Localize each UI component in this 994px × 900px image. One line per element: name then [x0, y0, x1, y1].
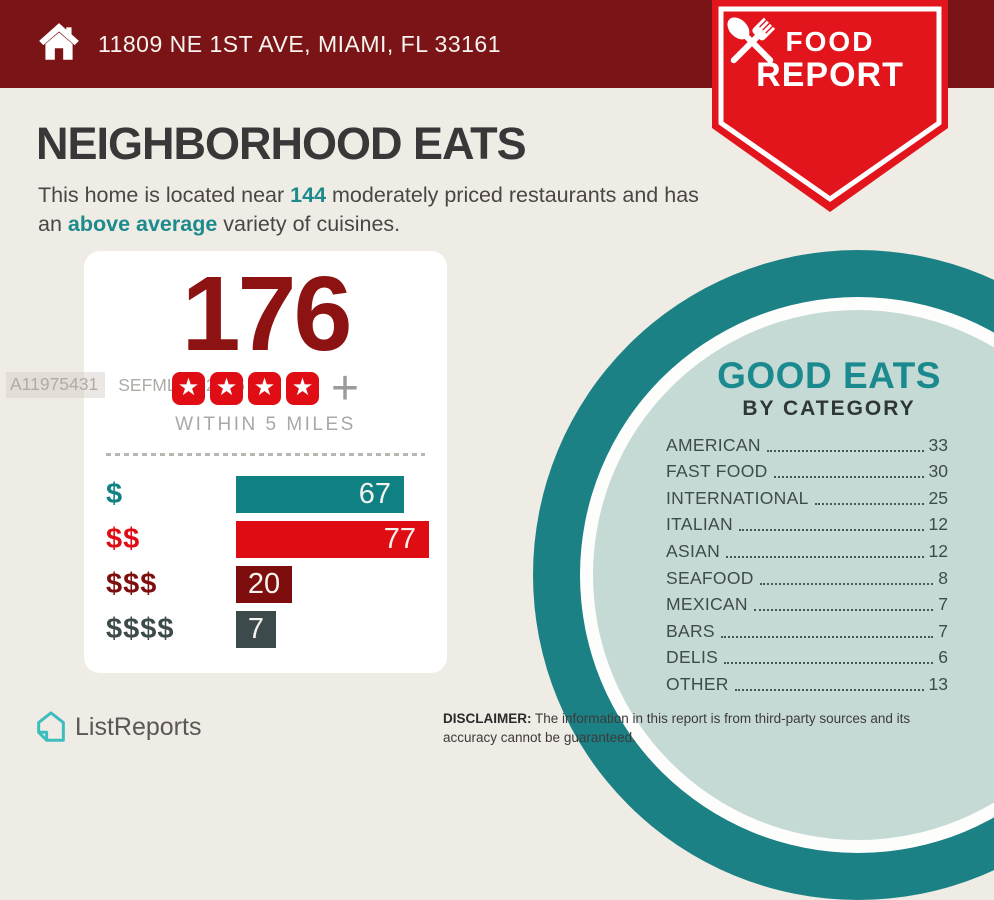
price-bar-value: 67 [358, 478, 391, 510]
dotted-leader [738, 529, 924, 532]
price-bar-value: 77 [383, 523, 416, 555]
disclaimer-text: The information in this report is from t… [443, 711, 911, 746]
star-icon: ★ [285, 372, 319, 405]
category-count: 8 [938, 567, 948, 588]
category-label: FAST FOOD [666, 461, 768, 482]
category-row: SEAFOOD 8 [666, 562, 948, 589]
category-count: 30 [928, 461, 948, 482]
total-restaurants-count: 176 [181, 255, 353, 373]
dotted-leader [734, 688, 924, 691]
price-bar-row: $$ 77 [106, 517, 435, 562]
star-icon: ★ [209, 372, 243, 405]
utensils-icon [727, 17, 776, 64]
category-count: 6 [938, 647, 948, 668]
dotted-leader [720, 635, 934, 638]
category-count: 7 [938, 620, 948, 641]
price-bar-row: $$$ 20 [106, 562, 435, 607]
restaurant-summary-card: 176 ★ ★ ★ ★ + WITHIN 5 MILES $67 $$ 77 $$$ 20 $$$… [84, 251, 447, 673]
brand-name: ListReports [75, 712, 202, 741]
category-label: OTHER [666, 673, 729, 694]
disclaimer: DISCLAIMER: The information in this repo… [443, 709, 957, 747]
category-label: SEAFOOD [666, 567, 754, 588]
category-count: 7 [938, 594, 948, 615]
plus-icon: + [330, 361, 360, 415]
star-icon: ★ [171, 372, 205, 405]
mls-id: A11975431 [6, 372, 106, 398]
home-icon [39, 23, 79, 60]
radius-caption: WITHIN 5 MILES [175, 414, 356, 435]
price-bar-value: 7 [247, 613, 265, 645]
listreports-logo: ListReports [36, 710, 201, 744]
dotted-leader [814, 502, 924, 505]
price-bar: 20 [236, 566, 292, 603]
property-address: 11809 NE 1ST AVE, MIAMI, FL 33161 [98, 31, 502, 57]
price-bar: 67 [236, 476, 404, 513]
price-tier-label: $$ [106, 523, 141, 555]
category-row: MEXICAN 7 [666, 589, 948, 616]
category-count: 33 [928, 434, 948, 455]
price-bars: $67 $$ 77 $$$ 20 $$$$ 7 [106, 472, 435, 652]
dotted-leader [773, 476, 924, 479]
subtitle-text: This home is located near [38, 183, 291, 207]
category-row: DELIS 6 [666, 642, 948, 669]
category-label: AMERICAN [666, 434, 761, 455]
price-bar-value: 20 [247, 568, 281, 600]
page-title: NEIGHBORHOOD EATS [36, 118, 527, 169]
category-label: ASIAN [666, 540, 721, 561]
category-count: 12 [928, 514, 948, 535]
category-row: BARS 7 [666, 615, 948, 642]
category-count: 13 [928, 673, 948, 694]
dotted-leader [724, 662, 934, 665]
badge-title-line1: FOOD [785, 26, 875, 57]
dashed-divider [106, 453, 425, 456]
dotted-leader [726, 555, 924, 558]
category-row: ASIAN 12 [666, 535, 948, 562]
listreports-logo-icon [37, 711, 65, 742]
category-row: AMERICAN 33 [666, 429, 948, 456]
category-label: DELIS [666, 647, 719, 668]
price-tier-label: $$$ [106, 568, 158, 600]
category-label: MEXICAN [666, 594, 748, 615]
good-eats-subtitle: BY CATEGORY [742, 397, 916, 420]
category-label: INTERNATIONAL [666, 487, 809, 508]
category-label: ITALIAN [666, 514, 733, 535]
price-bar: 7 [236, 611, 276, 648]
dotted-leader [766, 449, 924, 452]
page-subtitle: This home is located near 144 moderately… [38, 183, 699, 237]
category-label: BARS [666, 620, 715, 641]
category-row: ITALIAN 12 [666, 509, 948, 536]
star-icon: ★ [247, 372, 281, 405]
restaurant-count: 144 [290, 183, 327, 207]
dotted-leader [759, 582, 934, 585]
price-bar-row: $67 [106, 472, 435, 517]
category-row: FAST FOOD 30 [666, 456, 948, 483]
disclaimer-label: DISCLAIMER: [443, 711, 532, 726]
good-eats-circle-fill [593, 310, 994, 840]
rating-stars: ★ ★ ★ ★ + [84, 361, 447, 415]
price-bar-row: $$$$ 7 [106, 607, 435, 652]
price-tier-label: $$$$ [106, 613, 175, 645]
badge-title-line2: REPORT [756, 56, 904, 94]
price-tier-label: $ [106, 478, 124, 510]
price-bar: 77 [236, 521, 429, 558]
food-report-badge: FOOD REPORT [712, 0, 948, 212]
good-eats-title: GOOD EATS [717, 355, 941, 396]
variety-rating: above average [67, 212, 218, 237]
category-row: OTHER 13 [666, 668, 948, 695]
category-count: 12 [928, 540, 948, 561]
category-count: 25 [928, 487, 948, 508]
category-row: INTERNATIONAL 25 [666, 482, 948, 509]
category-list: AMERICAN 33 FAST FOOD 30 INTERNATIONAL 25 ITAL… [666, 429, 948, 695]
dotted-leader [753, 609, 934, 612]
